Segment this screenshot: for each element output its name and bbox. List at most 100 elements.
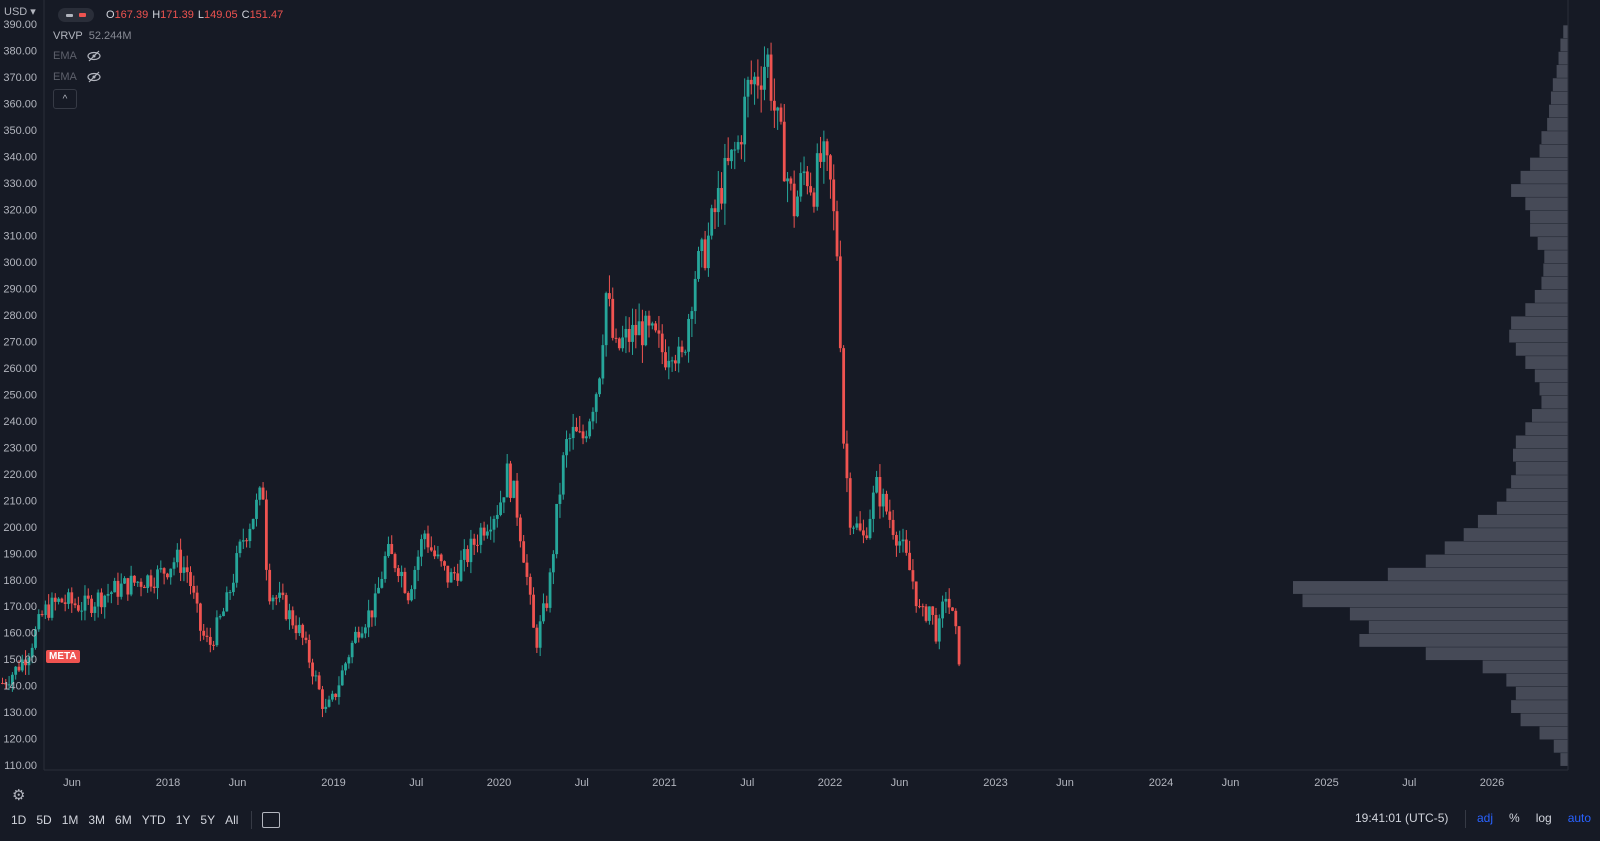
eye-hidden-icon[interactable]: [87, 50, 101, 62]
volume-profile-bar: [1541, 131, 1568, 145]
candle: [598, 377, 601, 397]
volume-profile-bar: [1387, 567, 1568, 581]
auto-toggle[interactable]: auto: [1567, 811, 1592, 825]
candle: [904, 530, 908, 556]
candle: [611, 287, 615, 341]
open-label: O: [106, 9, 115, 21]
candle: [772, 78, 776, 128]
candle: [185, 555, 189, 583]
gear-icon[interactable]: ⚙: [12, 787, 26, 804]
candle: [393, 552, 397, 573]
symbol-badge: META: [46, 650, 80, 663]
range-button[interactable]: 6M: [115, 812, 132, 827]
candle: [60, 597, 64, 603]
candle: [67, 588, 70, 609]
candle: [862, 519, 865, 544]
indicator-ema-1[interactable]: EMA: [53, 50, 101, 62]
candle: [238, 539, 242, 558]
candle: [1, 677, 4, 685]
y-tick-label: 200.00: [3, 522, 37, 534]
range-button[interactable]: All: [225, 812, 239, 827]
price-chart[interactable]: 110.00 120.00 130.00 140.00 150.00 160.00 170.…: [0, 0, 1600, 798]
candles: [1, 42, 961, 718]
candle: [518, 514, 522, 548]
candle: [825, 138, 829, 171]
indicator-name: EMA: [53, 50, 77, 62]
candle: [156, 565, 159, 600]
candle: [954, 608, 958, 635]
candle: [492, 515, 496, 543]
candle: [584, 430, 588, 443]
volume-profile-bar: [1520, 170, 1568, 184]
candle: [57, 597, 60, 605]
volume-profile-bar: [1513, 448, 1568, 462]
candle: [307, 634, 311, 669]
candle: [674, 354, 677, 372]
candle: [690, 306, 694, 338]
range-button[interactable]: 3M: [88, 812, 106, 827]
volume-profile-bar: [1509, 329, 1568, 343]
candle: [641, 309, 644, 363]
indicator-vrvp[interactable]: VRVP 52.244M: [53, 30, 132, 42]
log-toggle[interactable]: log: [1535, 811, 1552, 825]
indicator-name: VRVP: [53, 30, 83, 42]
candle: [650, 321, 654, 330]
eye-hidden-icon[interactable]: [87, 71, 101, 83]
candle: [175, 543, 179, 568]
candle: [542, 593, 545, 624]
candle: [255, 493, 258, 527]
candle: [644, 310, 648, 347]
candle: [891, 509, 895, 540]
candle: [647, 310, 651, 338]
adj-toggle[interactable]: adj: [1477, 811, 1494, 825]
y-tick-label: 360.00: [3, 98, 37, 110]
candle: [710, 204, 714, 240]
volume-profile-bar: [1511, 475, 1568, 489]
candle: [799, 162, 803, 202]
range-button[interactable]: 1M: [61, 812, 79, 827]
candle: [149, 569, 153, 592]
candle: [202, 623, 206, 640]
range-button[interactable]: 5D: [36, 812, 52, 827]
candle: [403, 567, 407, 594]
clock[interactable]: 19:41:01 (UTC-5): [1355, 811, 1449, 825]
candle: [195, 585, 199, 613]
candle: [657, 316, 661, 348]
percent-toggle[interactable]: %: [1509, 811, 1520, 825]
candle: [545, 595, 549, 612]
candle: [10, 672, 14, 692]
candle: [918, 599, 921, 609]
candle: [294, 615, 298, 640]
candle: [258, 486, 262, 506]
candle: [706, 222, 710, 277]
candle: [911, 559, 915, 590]
candle: [373, 583, 377, 626]
series-toggle[interactable]: [58, 8, 94, 22]
range-button[interactable]: YTD: [141, 812, 166, 827]
candle: [119, 573, 123, 600]
y-tick-label: 110.00: [4, 760, 37, 772]
range-button[interactable]: 5Y: [200, 812, 216, 827]
candle: [218, 614, 222, 620]
range-button[interactable]: 1D: [11, 812, 27, 827]
range-buttons: 1D 5D 1M 3M 6M YTD 1Y 5Y All: [6, 813, 243, 827]
goto-date-icon[interactable]: [262, 811, 281, 828]
currency-selector[interactable]: USD ▾: [4, 6, 36, 18]
candle: [17, 660, 21, 672]
candle: [509, 460, 512, 503]
y-tick-label: 140.00: [3, 681, 37, 693]
candle: [716, 170, 720, 227]
candle: [947, 588, 951, 615]
candle: [565, 430, 568, 468]
collapse-legend-button[interactable]: ^: [53, 89, 77, 109]
y-tick-label: 370.00: [3, 72, 37, 84]
high-label: H: [152, 9, 161, 21]
candle: [222, 607, 225, 617]
range-button[interactable]: 1Y: [175, 812, 191, 827]
volume-profile-bar: [1544, 250, 1568, 264]
candle: [838, 240, 842, 353]
indicator-ema-2[interactable]: EMA: [53, 71, 101, 83]
candle: [670, 356, 674, 372]
volume-profile-bar: [1547, 117, 1568, 131]
candle: [578, 416, 582, 434]
